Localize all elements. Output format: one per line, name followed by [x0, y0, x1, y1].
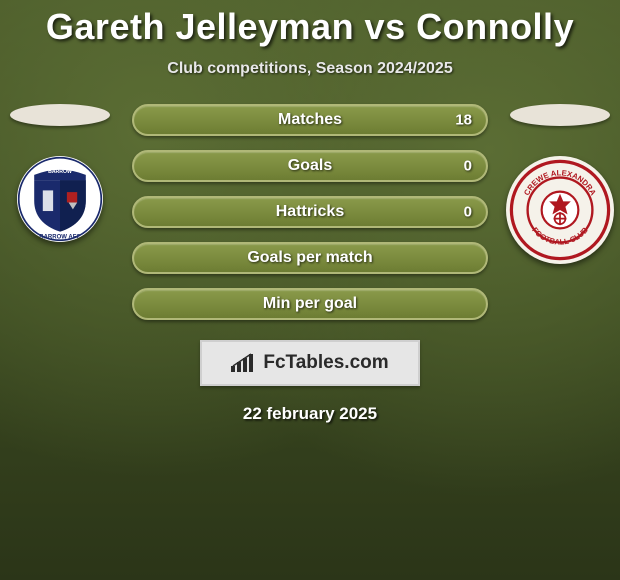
- bar-label: Goals: [288, 157, 332, 175]
- bar-min-per-goal: Min per goal: [132, 288, 488, 320]
- bar-goals-per-match: Goals per match: [132, 242, 488, 274]
- svg-text:BARROW AFC: BARROW AFC: [39, 235, 81, 241]
- right-name-oval: [510, 104, 610, 126]
- right-crest: CREWE ALEXANDRA FOOTBALL CLUB: [506, 156, 614, 264]
- bar-label: Hattricks: [276, 203, 344, 221]
- bar-value-right: 0: [464, 204, 472, 221]
- svg-text:BARROW: BARROW: [48, 169, 72, 175]
- bar-label: Min per goal: [263, 295, 357, 313]
- branding-text: FcTables.com: [263, 352, 388, 374]
- content-root: Gareth Jelleyman vs Connolly Club compet…: [0, 0, 620, 580]
- right-side: CREWE ALEXANDRA FOOTBALL CLUB: [500, 104, 620, 264]
- left-crest: BARROW BARROW AFC: [17, 156, 103, 242]
- bar-label: Goals per match: [247, 249, 372, 267]
- bar-label: Matches: [278, 111, 342, 129]
- bar-value-right: 0: [464, 158, 472, 175]
- bar-chart-icon: [231, 352, 257, 374]
- bar-hattricks: Hattricks 0: [132, 196, 488, 228]
- branding-box: FcTables.com: [200, 340, 420, 386]
- barrow-afc-crest-icon: BARROW BARROW AFC: [17, 156, 103, 242]
- stat-bars: Matches 18 Goals 0 Hattricks 0 Goals per…: [120, 104, 500, 320]
- bar-matches: Matches 18: [132, 104, 488, 136]
- bar-value-right: 18: [455, 112, 472, 129]
- date-text: 22 february 2025: [243, 404, 377, 424]
- left-side: BARROW BARROW AFC: [0, 104, 120, 242]
- page-subtitle: Club competitions, Season 2024/2025: [167, 60, 452, 78]
- left-name-oval: [10, 104, 110, 126]
- comparison-row: BARROW BARROW AFC Matches 18 Goals 0 Hat…: [0, 104, 620, 320]
- crewe-alexandra-crest-icon: CREWE ALEXANDRA FOOTBALL CLUB: [506, 156, 614, 264]
- page-title: Gareth Jelleyman vs Connolly: [46, 6, 574, 48]
- bar-goals: Goals 0: [132, 150, 488, 182]
